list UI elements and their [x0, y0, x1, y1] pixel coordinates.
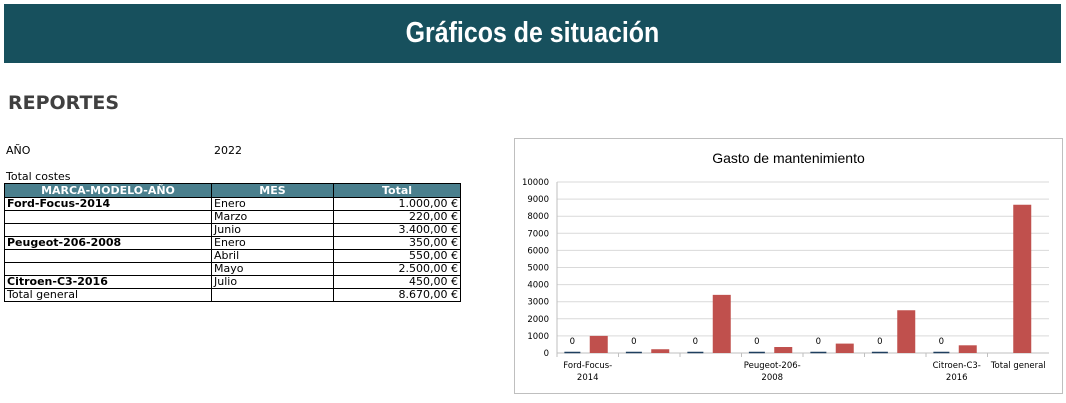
cell-total: 550,00 €	[333, 249, 461, 263]
y-tick-label: 4000	[527, 281, 549, 291]
table-row: Citroen-C3-2016 Julio 450,00 €	[4, 275, 461, 289]
y-tick-label: 9000	[527, 195, 549, 205]
cell-brand	[4, 210, 212, 224]
report-table: MARCA-MODELO-AÑO MES Total Ford-Focus-20…	[4, 183, 461, 302]
table-row: Marzo 220,00 €	[4, 210, 461, 224]
bar	[712, 294, 731, 353]
column-header-brand[interactable]: MARCA-MODELO-AÑO	[4, 183, 212, 198]
page-banner: Gráficos de situación	[4, 4, 1061, 63]
table-row: Junio 3.400,00 €	[4, 223, 461, 237]
bar	[589, 335, 608, 353]
secondary-data-label: 0	[877, 337, 882, 347]
table-row: Ford-Focus-2014 Enero 1.000,00 €	[4, 197, 461, 211]
page-title: Gráficos de situación	[405, 17, 660, 49]
bar	[774, 347, 793, 353]
cell-total: 450,00 €	[333, 275, 461, 289]
y-tick-label: 1000	[527, 332, 549, 342]
bar	[897, 310, 916, 353]
cell-total: 220,00 €	[333, 210, 461, 224]
cell-month: Julio	[211, 275, 334, 289]
secondary-data-label: 0	[570, 337, 575, 347]
cell-month: Junio	[211, 223, 334, 237]
maintenance-chart[interactable]: Gasto de mantenimiento 0 1000 2000 3000 4000…	[514, 138, 1063, 394]
y-tick-label: 10000	[522, 178, 549, 188]
year-filter-value[interactable]: 2022	[214, 144, 242, 157]
x-tick-label: Peugeot-206-	[744, 361, 801, 371]
measure-label: Total costes	[6, 170, 71, 183]
x-tick-label: 2008	[761, 373, 783, 383]
secondary-data-label: 0	[939, 337, 944, 347]
cell-month: Enero	[211, 197, 334, 211]
table-row: Abril 550,00 €	[4, 249, 461, 263]
cell-month: Marzo	[211, 210, 334, 224]
y-tick-label: 3000	[527, 298, 549, 308]
cell-total: 350,00 €	[333, 236, 461, 250]
x-tick-label: 2014	[577, 373, 599, 383]
chart-plot: 0 1000 2000 3000 4000 5000 6000 7000 8000 9000 100…	[522, 178, 1049, 383]
bar	[958, 345, 977, 353]
cell-month: Enero	[211, 236, 334, 250]
cell-brand	[4, 262, 212, 276]
bar	[651, 349, 670, 353]
table-header-row: MARCA-MODELO-AÑO MES Total	[4, 183, 461, 198]
column-header-month[interactable]: MES	[211, 183, 334, 198]
cell-brand	[4, 223, 212, 237]
x-tick-label: Ford-Focus-	[563, 361, 612, 371]
cell-brand: Citroen-C3-2016	[4, 275, 212, 289]
y-tick-label: 5000	[527, 264, 549, 274]
total-label: Total general	[4, 288, 212, 302]
cell-brand: Peugeot-206-2008	[4, 236, 212, 250]
cell-brand: Ford-Focus-2014	[4, 197, 212, 211]
cell-total: 3.400,00 €	[333, 223, 461, 237]
cell-month: Abril	[211, 249, 334, 263]
year-filter-label: AÑO	[6, 144, 31, 157]
bar	[1013, 204, 1032, 353]
x-tick-label: Citroen-C3-	[933, 361, 981, 371]
secondary-data-label: 0	[816, 337, 821, 347]
secondary-data-label: 0	[754, 337, 759, 347]
y-tick-label: 8000	[527, 212, 549, 222]
cell-month: Mayo	[211, 262, 334, 276]
cell-brand	[4, 249, 212, 263]
table-row: Peugeot-206-2008 Enero 350,00 €	[4, 236, 461, 250]
table-total-row: Total general 8.670,00 €	[4, 288, 461, 302]
x-tick-label: Total general	[990, 361, 1046, 371]
y-tick-label: 7000	[527, 229, 549, 239]
column-header-total[interactable]: Total	[333, 183, 461, 198]
bar	[835, 343, 854, 353]
x-tick-label: 2016	[946, 373, 968, 383]
section-title: REPORTES	[8, 92, 120, 114]
cell-total: 1.000,00 €	[333, 197, 461, 211]
secondary-data-label: 0	[631, 337, 636, 347]
total-value: 8.670,00 €	[333, 288, 461, 302]
table-row: Mayo 2.500,00 €	[4, 262, 461, 276]
secondary-data-label: 0	[693, 337, 698, 347]
cell-total: 2.500,00 €	[333, 262, 461, 276]
y-tick-label: 6000	[527, 246, 549, 256]
y-tick-label: 0	[544, 349, 549, 359]
total-month	[211, 288, 334, 302]
chart-title: Gasto de mantenimiento	[712, 150, 865, 166]
y-tick-label: 2000	[527, 315, 549, 325]
